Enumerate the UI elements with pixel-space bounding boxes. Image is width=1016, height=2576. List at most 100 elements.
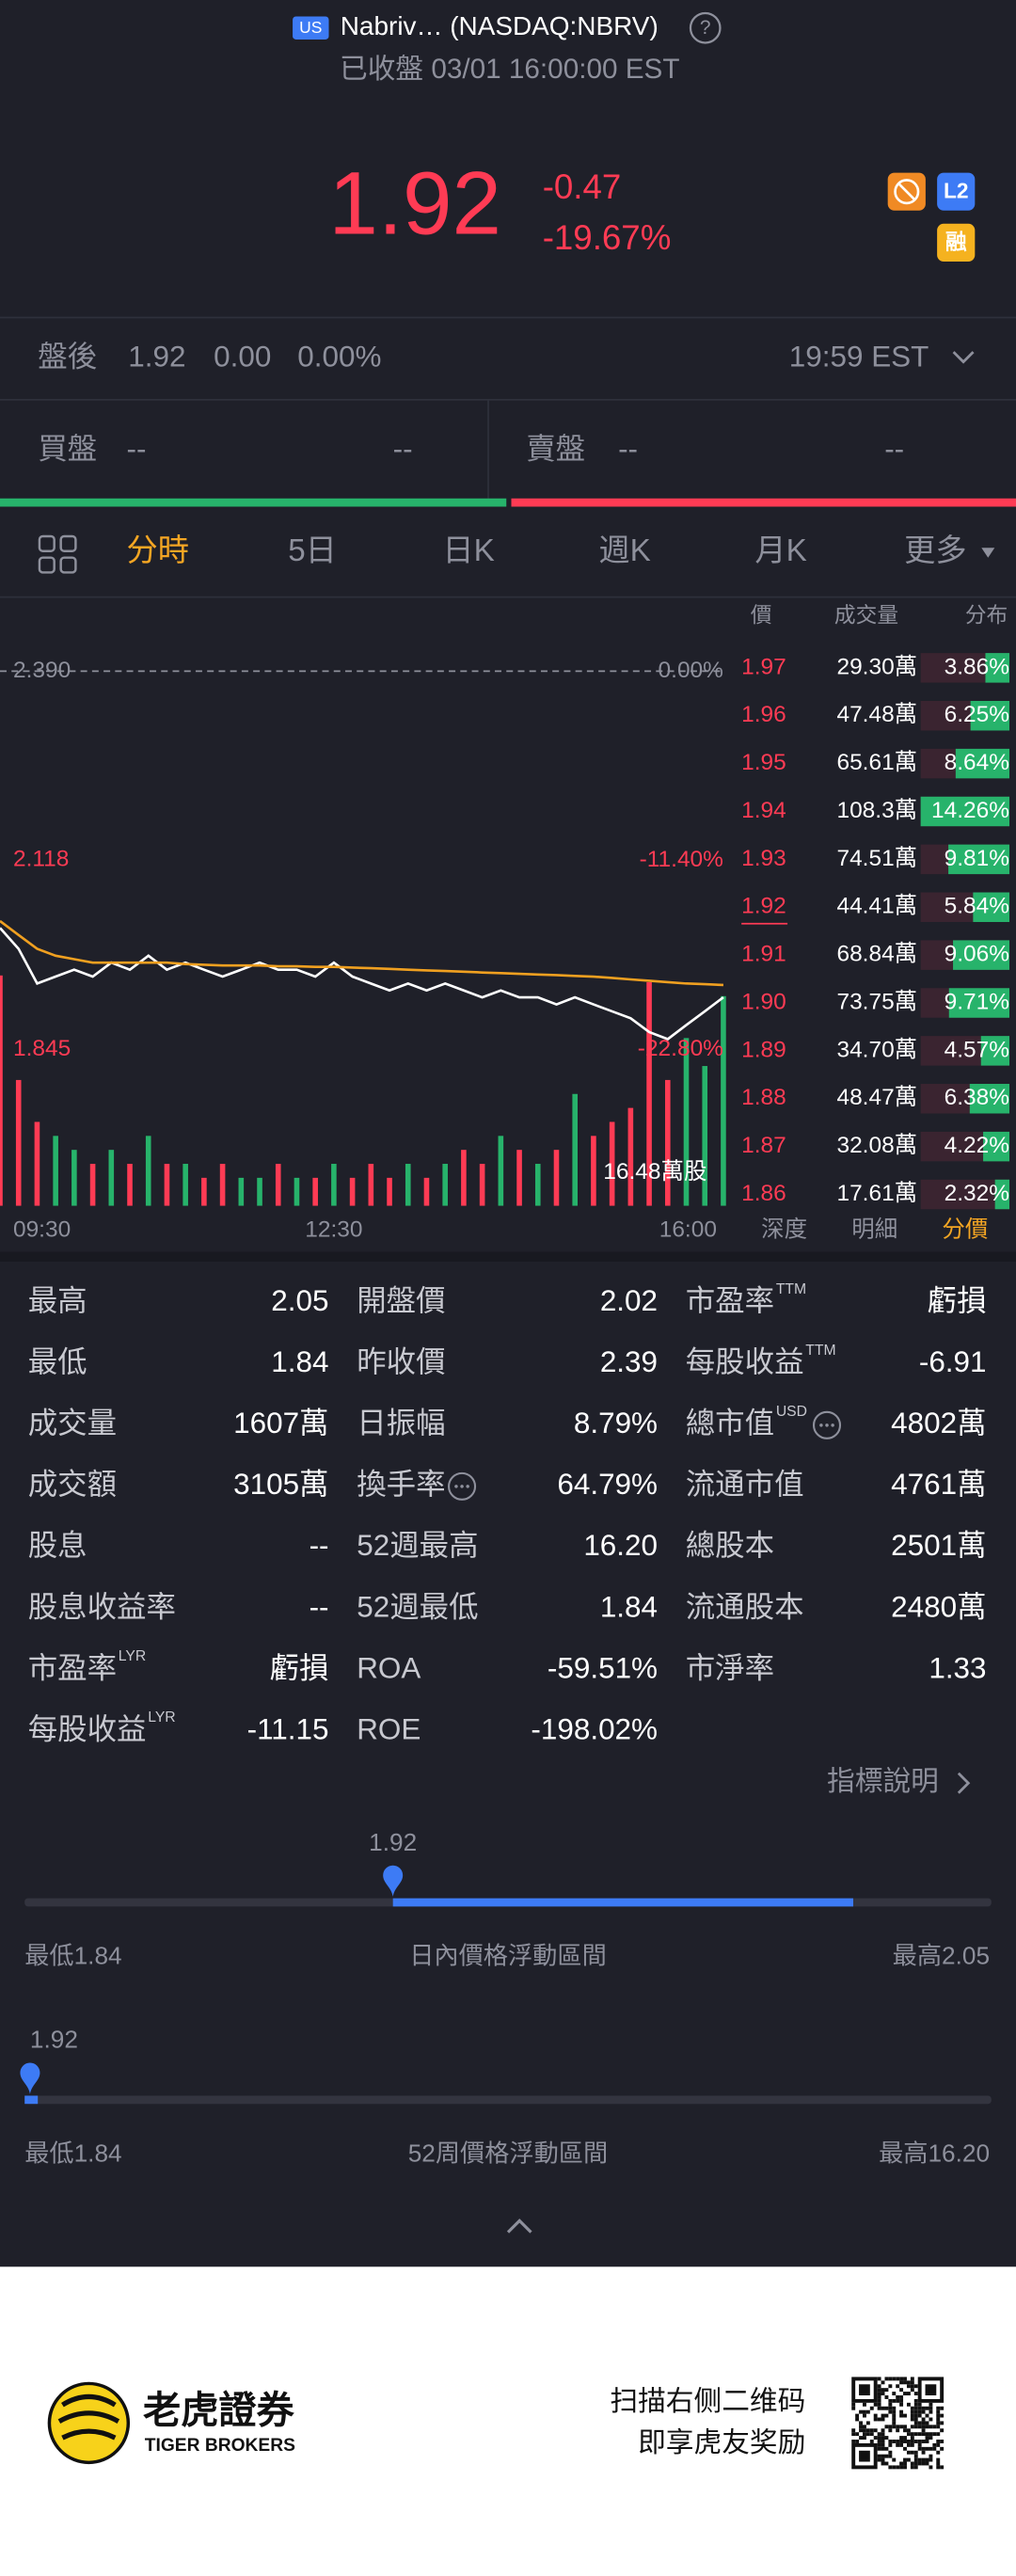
depth-pct: 6.25% — [945, 702, 1009, 727]
market-badge — [293, 16, 329, 40]
volume-bar — [516, 1150, 522, 1206]
qr-module — [892, 2425, 897, 2429]
info-icon[interactable] — [448, 1471, 477, 1501]
qr-module — [940, 2465, 945, 2470]
qr-module — [873, 2436, 878, 2441]
period-tab[interactable]: 更多 — [904, 533, 966, 568]
qr-module — [925, 2406, 929, 2410]
qr-module — [899, 2436, 904, 2441]
ask-bar — [511, 498, 1016, 507]
qr-module — [899, 2440, 904, 2443]
qr-module — [899, 2395, 904, 2399]
depth-price: 1.91 — [741, 942, 786, 967]
qr-module — [869, 2432, 874, 2437]
depth-price: 1.87 — [741, 1133, 786, 1158]
qr-module — [936, 2413, 941, 2418]
period-tab[interactable]: 5日 — [288, 533, 337, 568]
collapse-chevron[interactable] — [506, 2218, 532, 2234]
volume-bar — [572, 1093, 578, 1206]
indicator-link[interactable]: 指標說明 — [827, 1766, 939, 1797]
qr-module — [932, 2432, 937, 2437]
qr-module — [859, 2425, 863, 2429]
qr-module — [929, 2406, 933, 2410]
qr-module — [855, 2440, 860, 2443]
qr-module — [896, 2425, 900, 2429]
period-tab[interactable]: 日K — [442, 533, 494, 568]
depth-header: 價 — [751, 603, 772, 628]
qr-module — [903, 2465, 907, 2470]
depth-pct: 6.38% — [945, 1085, 1009, 1110]
qr-module — [936, 2442, 941, 2447]
qr-module — [881, 2388, 885, 2393]
qr-module — [929, 2402, 933, 2407]
volume-bar — [646, 981, 652, 1206]
after-hours-change: 0.00 — [214, 340, 271, 373]
period-tab[interactable]: 分時 — [127, 533, 189, 568]
period-tab[interactable]: 週K — [598, 533, 650, 568]
expand-chevron[interactable] — [952, 351, 975, 364]
volume-bar — [201, 1177, 207, 1206]
stat-value: 2.02 — [600, 1284, 658, 1317]
depth-tab[interactable]: 分價 — [942, 1216, 988, 1242]
volume-bar — [609, 1121, 615, 1206]
qr-module — [936, 2457, 941, 2462]
period-tab[interactable]: 月K — [754, 533, 806, 568]
stat-label: 最低 — [28, 1345, 87, 1378]
y2-tick-label: -11.40% — [640, 847, 723, 872]
qr-module — [917, 2457, 922, 2462]
qr-module — [851, 2432, 856, 2437]
qr-module — [936, 2450, 941, 2455]
qr-module — [906, 2442, 911, 2447]
stat-value: 1.84 — [600, 1590, 658, 1623]
qr-module — [913, 2465, 918, 2470]
qr-module — [903, 2377, 907, 2381]
volume-bar — [257, 1177, 262, 1206]
qr-module — [899, 2377, 904, 2381]
qr-module — [899, 2465, 904, 2470]
qr-module — [925, 2421, 929, 2425]
qr-module — [888, 2428, 893, 2433]
depth-volume: 47.48萬 — [836, 701, 917, 727]
info-icon[interactable] — [812, 1410, 842, 1439]
qr-module — [862, 2428, 866, 2433]
qr-module — [921, 2421, 926, 2425]
qr-module — [913, 2417, 918, 2422]
distribution-bar — [994, 1179, 1010, 1210]
depth-tab[interactable]: 深度 — [761, 1216, 807, 1242]
distribution-bar — [948, 844, 1010, 875]
qr-module — [936, 2425, 941, 2429]
volume-bar — [34, 1121, 40, 1206]
qr-module — [910, 2440, 914, 2443]
range-fill — [24, 2095, 39, 2105]
qr-module — [910, 2450, 914, 2455]
depth-tab[interactable]: 明細 — [851, 1216, 897, 1242]
qr-module — [884, 2436, 889, 2441]
bid-price: -- — [127, 432, 147, 465]
qr-module — [899, 2442, 904, 2447]
depth-pct: 2.32% — [945, 1181, 1009, 1206]
depth-volume: 29.30萬 — [836, 653, 917, 679]
volume-bar — [498, 1136, 504, 1206]
depth-volume: 34.70萬 — [836, 1036, 917, 1062]
qr-module — [884, 2395, 889, 2399]
qr-module — [913, 2384, 918, 2389]
qr-module — [896, 2384, 900, 2389]
depth-volume: 68.84萬 — [836, 941, 917, 967]
help-icon[interactable] — [689, 11, 722, 44]
qr-module — [877, 2454, 881, 2458]
layout-icon — [38, 534, 56, 552]
qr-module — [936, 2406, 941, 2410]
volume-bar — [534, 1164, 541, 1206]
qr-module — [877, 2417, 881, 2422]
qr-module — [917, 2413, 922, 2418]
qr-module — [903, 2436, 907, 2441]
qr-module — [892, 2440, 897, 2443]
qr-module — [851, 2440, 856, 2443]
qr-module — [921, 2406, 926, 2410]
qr-module — [892, 2392, 897, 2396]
qr-module — [888, 2398, 893, 2403]
qr-module — [940, 2413, 945, 2418]
stat-label: 52週最低 — [357, 1590, 478, 1623]
qr-module — [913, 2425, 918, 2429]
distribution-bar — [983, 1131, 1010, 1162]
